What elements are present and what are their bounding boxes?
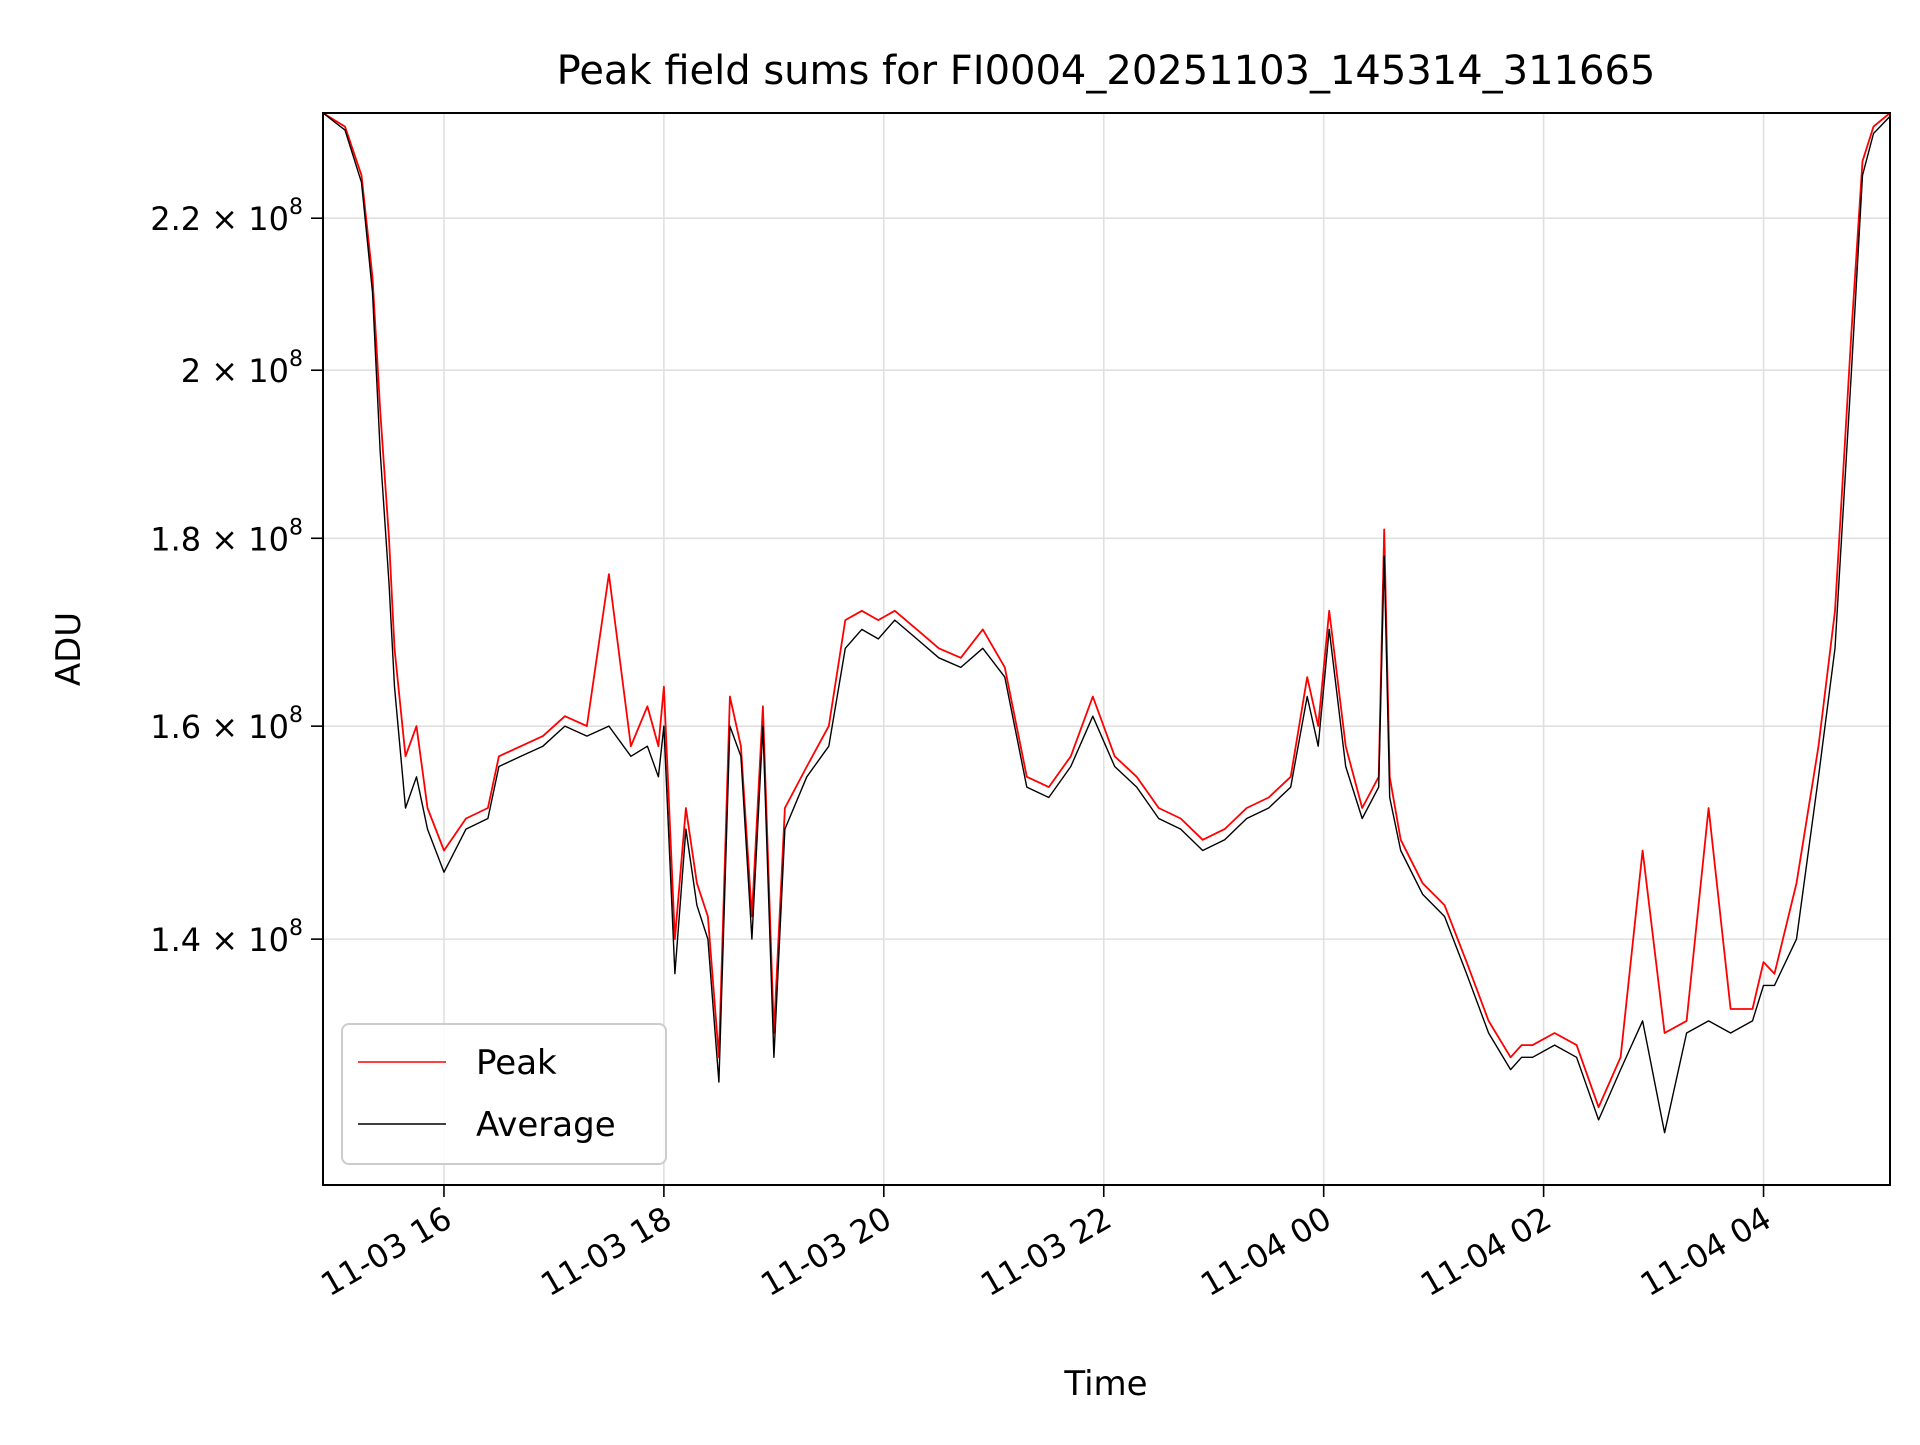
x-tick-label: 11-04 00 [1194, 1199, 1338, 1304]
x-tick-label: 11-03 20 [754, 1199, 898, 1304]
y-tick-exponent: 8 [289, 347, 303, 372]
y-tick-label: 1.8 × 108 [150, 515, 303, 558]
y-tick-base: 10 [248, 921, 289, 959]
grid-layer [323, 113, 1890, 1185]
y-tick-times: × [201, 921, 248, 959]
y-tick-label: 2 × 108 [181, 347, 303, 390]
chart-title: Peak field sums for FI0004_20251103_1453… [557, 48, 1656, 94]
axes-frame [322, 112, 1891, 1186]
series-line-peak [322, 112, 1891, 1109]
series-layer [322, 112, 1891, 1134]
y-tick-base: 10 [248, 708, 289, 746]
y-tick-mantissa: 1.6 [150, 708, 201, 746]
y-tick-label: 1.6 × 108 [150, 703, 303, 746]
y-tick-mantissa: 1.4 [150, 921, 201, 959]
x-tick-label: 11-04 04 [1634, 1199, 1778, 1304]
legend-box [341, 1023, 667, 1165]
x-tick-label: 11-03 18 [534, 1199, 678, 1304]
y-tick-exponent: 8 [289, 703, 303, 728]
y-tick-base: 10 [248, 520, 289, 558]
y-tick-base: 10 [248, 200, 289, 238]
y-tick-label: 2.2 × 108 [150, 195, 303, 238]
legend-label-peak: Peak [476, 1043, 557, 1083]
y-tick-times: × [201, 520, 248, 558]
y-tick-mantissa: 2 [181, 352, 201, 390]
y-tick-mantissa: 2.2 [150, 200, 201, 238]
y-tick-exponent: 8 [289, 515, 303, 540]
y-tick-times: × [201, 708, 248, 746]
series-line-average [322, 112, 1891, 1134]
legend-label-average: Average [476, 1105, 616, 1145]
x-tick-label: 11-03 22 [974, 1199, 1118, 1304]
y-tick-label: 1.4 × 108 [150, 916, 303, 959]
y-tick-mantissa: 1.8 [150, 520, 201, 558]
y-tick-times: × [201, 352, 248, 390]
y-axis-label: ADU [49, 612, 89, 686]
x-axis-label: Time [1063, 1364, 1147, 1404]
y-tick-exponent: 8 [289, 916, 303, 941]
y-tick-times: × [201, 200, 248, 238]
x-tick-label: 11-04 02 [1414, 1199, 1558, 1304]
y-tick-base: 10 [248, 352, 289, 390]
legend: Peak Average [341, 1023, 667, 1165]
x-tick-label: 11-03 16 [314, 1199, 458, 1304]
y-tick-exponent: 8 [289, 195, 303, 220]
